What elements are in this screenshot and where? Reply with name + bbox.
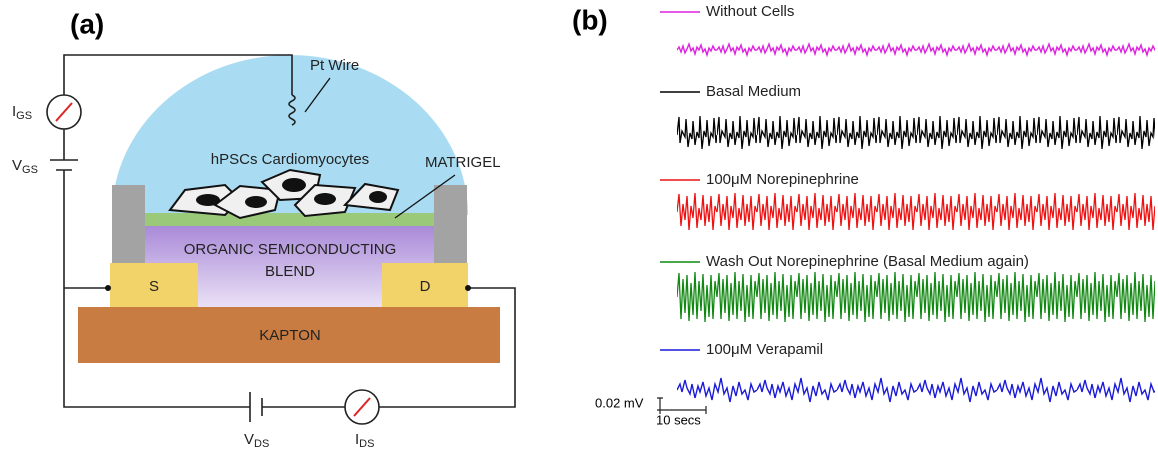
source-label: S [149, 278, 159, 295]
legend-label: Wash Out Norepinephrine (Basal Medium ag… [706, 253, 1029, 270]
legend-label: Without Cells [706, 3, 794, 20]
semiconductor-label: ORGANIC SEMICONDUCTING [184, 241, 397, 258]
substrate-label: KAPTON [259, 327, 320, 344]
trace [677, 38, 1155, 62]
pt-wire-label: Pt Wire [310, 57, 359, 74]
pillar [434, 185, 467, 265]
panel-label: (a) [70, 8, 104, 39]
legend-label: 100μM Norepinephrine [706, 171, 859, 188]
panel-label: (b) [572, 4, 608, 35]
figure: (a) hPSCs Cardiomyocytes ORGANIC SEMICON… [0, 0, 1158, 459]
trace [677, 372, 1155, 408]
matrigel-layer [145, 213, 434, 226]
igs-label: IGS [12, 103, 32, 122]
drain-label: D [420, 278, 431, 295]
pillar [112, 185, 145, 265]
trace [677, 113, 1155, 153]
legend-label: Basal Medium [706, 83, 801, 100]
scale-y-label: 0.02 mV [595, 395, 644, 410]
cells-label: hPSCs Cardiomyocytes [211, 151, 369, 168]
matrigel-label: MATRIGEL [425, 154, 501, 171]
trace [677, 190, 1155, 234]
scale-x-label: 10 secs [656, 412, 701, 427]
vds-label: VDS [244, 431, 269, 450]
semiconductor-label: BLEND [265, 263, 315, 280]
legend-label: 100μM Verapamil [706, 341, 823, 358]
traces: Without Cells Basal Medium 100μM Norepinep… [660, 3, 1155, 408]
ids-label: IDS [355, 431, 374, 450]
vgs-label: VGS [12, 157, 38, 176]
trace [677, 269, 1155, 325]
